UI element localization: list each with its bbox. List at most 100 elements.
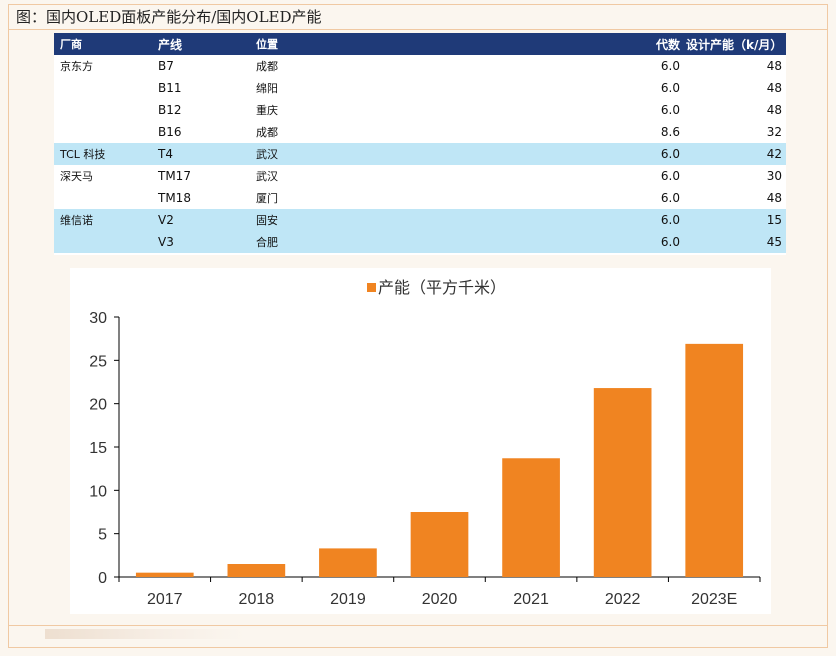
cell-generation: 6.0 xyxy=(370,187,680,209)
bar-2022 xyxy=(593,388,652,577)
cell-capacity: 15 xyxy=(766,213,782,227)
cell-location: 成都 xyxy=(256,126,278,139)
cell-maker xyxy=(54,77,152,99)
cell-generation: 8.6 xyxy=(370,121,680,143)
header-location: 位置 xyxy=(256,38,278,51)
bar-2019 xyxy=(319,548,377,577)
cell-line: TM18 xyxy=(158,191,191,205)
cell-location: 重庆 xyxy=(256,104,278,117)
generation-value: 6.0 xyxy=(660,235,680,249)
bar-2021 xyxy=(502,458,560,577)
cell-generation: 6.0 xyxy=(370,209,680,231)
x-tick-label: 2020 xyxy=(422,591,458,608)
cell-maker: 京东方 xyxy=(60,60,93,73)
table-body: 京东方 B7 成都 6.0 48 B11 绵阳 6.0 48 B12 重庆 6.0 48 B16 成都 8.6… xyxy=(54,55,786,253)
legend-swatch xyxy=(367,283,376,292)
bar-chart-svg: 0 5 10 15 20 25 30 2017 2018 2019 2020 2021 2022 2023… xyxy=(89,278,761,608)
table-row: B12 重庆 6.0 48 xyxy=(54,99,786,121)
generation-value: 6.0 xyxy=(660,103,680,117)
capacity-chart: 0 5 10 15 20 25 30 2017 2018 2019 2020 2021 2022 2023… xyxy=(70,268,771,614)
generation-value: 6.0 xyxy=(660,191,680,205)
capacity-table-container: 厂商 产线 位置 代数 设计产能（k/月） 京东方 B7 成都 6.0 48 B11 绵阳 6… xyxy=(54,33,786,255)
y-tick-label: 5 xyxy=(98,527,107,544)
x-tick-label: 2022 xyxy=(605,591,641,608)
cell-maker xyxy=(54,99,152,121)
x-tick-label: 2017 xyxy=(147,591,183,608)
cell-maker: TCL 科技 xyxy=(60,148,106,161)
figure-caption: 图：国内OLED面板产能分布/国内OLED产能 xyxy=(8,4,828,30)
capacity-table: 厂商 产线 位置 代数 设计产能（k/月） 京东方 B7 成都 6.0 48 B11 绵阳 6… xyxy=(54,33,786,253)
cell-location: 成都 xyxy=(256,60,278,73)
legend-label: 产能（平方千米） xyxy=(378,278,506,297)
cell-generation: 6.0 xyxy=(370,77,680,99)
cell-location: 合肥 xyxy=(256,236,278,249)
table-row: 维信诺 V2 固安 6.0 15 xyxy=(54,209,786,231)
bar-2017 xyxy=(135,572,194,577)
y-tick-label: 0 xyxy=(98,570,107,587)
table-row: B11 绵阳 6.0 48 xyxy=(54,77,786,99)
generation-value: 6.0 xyxy=(660,169,680,183)
y-tick-label: 30 xyxy=(89,310,107,327)
table-row: 京东方 B7 成都 6.0 48 xyxy=(54,55,786,77)
generation-value: 6.0 xyxy=(660,213,680,227)
table-row: 深天马 TM17 武汉 6.0 30 xyxy=(54,165,786,187)
x-tick-label: 2019 xyxy=(330,591,366,608)
cell-capacity: 42 xyxy=(766,147,782,161)
cell-maker: 深天马 xyxy=(60,170,93,183)
cell-generation: 6.0 xyxy=(370,165,680,187)
cell-generation: 6.0 xyxy=(370,231,680,253)
table-row: TM18 厦门 6.0 48 xyxy=(54,187,786,209)
table-row: V3 合肥 6.0 45 xyxy=(54,231,786,253)
cell-capacity: 45 xyxy=(766,235,782,249)
header-maker: 厂商 xyxy=(60,38,82,51)
cell-capacity: 48 xyxy=(766,191,782,205)
header-line: 产线 xyxy=(158,37,183,52)
bar-2020 xyxy=(410,512,469,577)
cell-generation: 6.0 xyxy=(370,143,680,165)
cell-capacity: 32 xyxy=(766,125,782,139)
y-tick-label: 25 xyxy=(89,353,107,370)
header-capacity: 设计产能（k/月） xyxy=(686,37,783,52)
generation-value: 6.0 xyxy=(660,81,680,95)
x-tick-label: 2023E xyxy=(691,591,737,608)
cell-maker: 维信诺 xyxy=(60,214,93,227)
cell-maker xyxy=(54,187,152,209)
cell-location: 绵阳 xyxy=(256,82,278,95)
generation-value: 6.0 xyxy=(660,59,680,73)
cell-capacity: 48 xyxy=(766,59,782,73)
y-tick-label: 15 xyxy=(89,440,107,457)
cell-location: 武汉 xyxy=(256,170,278,183)
y-tick-label: 10 xyxy=(89,483,107,500)
cell-maker xyxy=(54,121,152,143)
bar-2018 xyxy=(227,564,286,577)
cell-line: TM17 xyxy=(158,169,191,183)
x-tick-label: 2018 xyxy=(239,591,275,608)
cell-location: 武汉 xyxy=(256,148,278,161)
cell-capacity: 48 xyxy=(766,103,782,117)
cell-line: V2 xyxy=(158,213,174,227)
cell-line: B16 xyxy=(158,125,182,139)
table-row: TCL 科技 T4 武汉 6.0 42 xyxy=(54,143,786,165)
cell-capacity: 48 xyxy=(766,81,782,95)
table-header-row: 厂商 产线 位置 代数 设计产能（k/月） xyxy=(54,33,786,55)
cell-line: T4 xyxy=(158,147,173,161)
generation-value: 8.6 xyxy=(660,125,680,139)
cell-generation: 6.0 xyxy=(370,99,680,121)
y-tick-label: 20 xyxy=(89,397,107,414)
bottom-divider xyxy=(8,625,828,626)
header-generation: 代数 xyxy=(655,37,680,52)
cell-location: 固安 xyxy=(256,214,278,227)
blurred-source-note xyxy=(45,629,245,639)
cell-capacity: 30 xyxy=(766,169,782,183)
cell-line: B11 xyxy=(158,81,182,95)
cell-line: B7 xyxy=(158,59,174,73)
generation-value: 6.0 xyxy=(660,147,680,161)
cell-maker xyxy=(54,231,152,253)
table-row: B16 成都 8.6 32 xyxy=(54,121,786,143)
bar-2023E xyxy=(685,343,744,577)
cell-line: V3 xyxy=(158,235,174,249)
x-tick-label: 2021 xyxy=(513,591,549,608)
cell-line: B12 xyxy=(158,103,182,117)
cell-generation: 6.0 xyxy=(370,55,680,77)
cell-location: 厦门 xyxy=(256,192,278,205)
